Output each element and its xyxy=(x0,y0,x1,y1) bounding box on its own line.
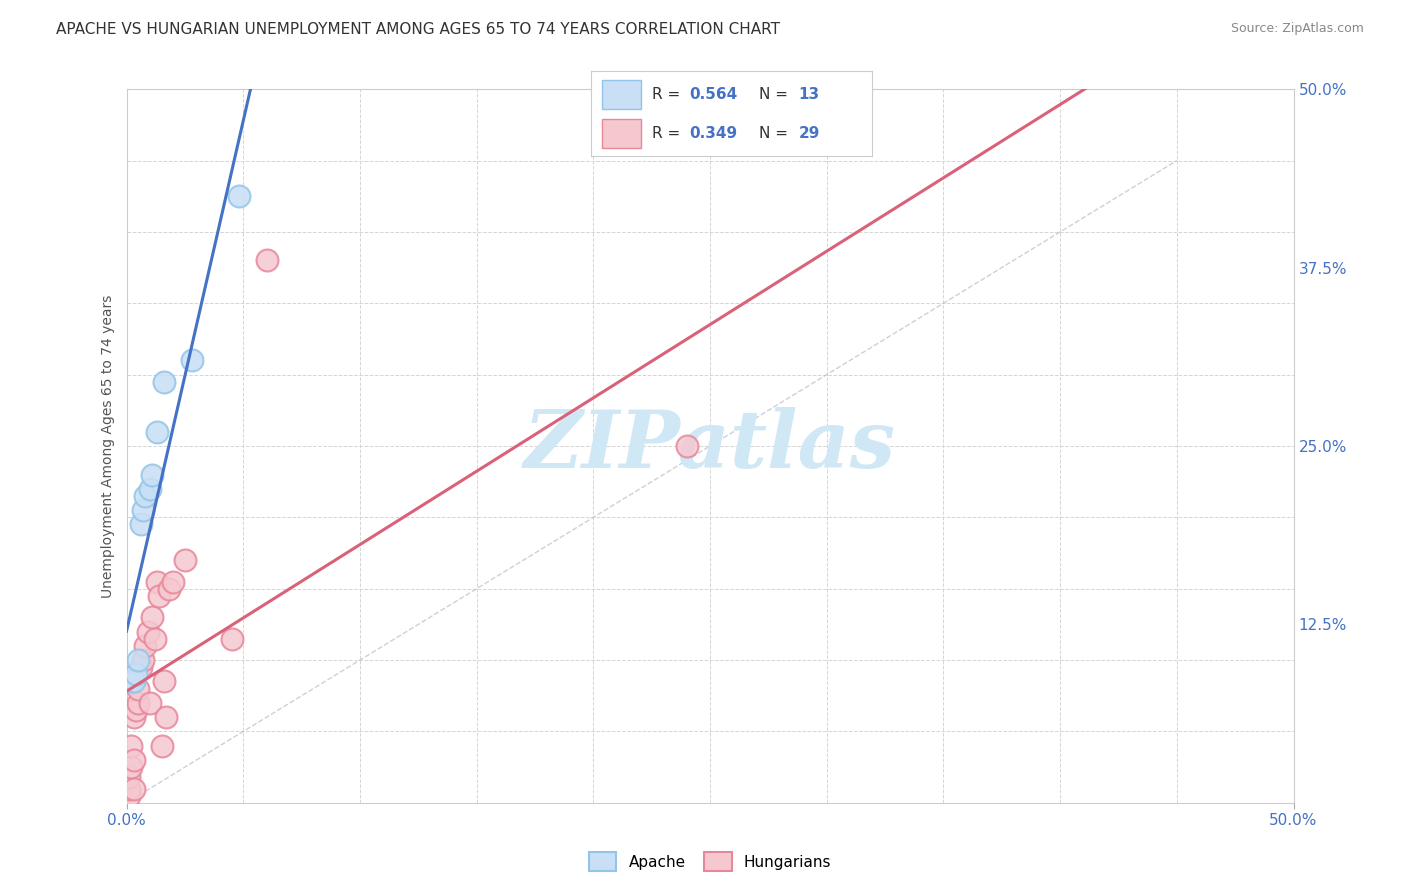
Point xyxy=(125,703,148,717)
Y-axis label: Unemployment Among Ages 65 to 74 years: Unemployment Among Ages 65 to 74 years xyxy=(101,294,115,598)
Point xyxy=(221,632,243,646)
Text: 13: 13 xyxy=(799,87,820,102)
Text: ZIPatlas: ZIPatlas xyxy=(524,408,896,484)
Point xyxy=(134,489,156,503)
Point xyxy=(256,253,278,268)
Point xyxy=(153,375,176,389)
Point xyxy=(129,660,152,674)
Point xyxy=(146,425,169,439)
Point xyxy=(132,653,155,667)
Text: N =: N = xyxy=(759,87,793,102)
Text: N =: N = xyxy=(759,126,793,141)
Point xyxy=(150,739,173,753)
Point xyxy=(155,710,177,724)
Point xyxy=(180,353,202,368)
Point xyxy=(143,632,166,646)
Point xyxy=(136,624,159,639)
Text: R =: R = xyxy=(652,87,686,102)
Text: 29: 29 xyxy=(799,126,820,141)
Point xyxy=(146,574,169,589)
Point xyxy=(141,467,163,482)
Point xyxy=(125,667,148,681)
Point xyxy=(122,781,145,796)
Point xyxy=(120,674,142,689)
Point xyxy=(134,639,156,653)
Point xyxy=(122,710,145,724)
Point xyxy=(141,610,163,624)
Point xyxy=(122,753,145,767)
Legend: Apache, Hungarians: Apache, Hungarians xyxy=(582,847,838,877)
FancyBboxPatch shape xyxy=(602,80,641,109)
Point xyxy=(122,674,145,689)
Point xyxy=(118,789,141,803)
Text: Source: ZipAtlas.com: Source: ZipAtlas.com xyxy=(1230,22,1364,36)
Point xyxy=(157,582,180,596)
Point xyxy=(129,517,152,532)
Point xyxy=(127,696,149,710)
Point xyxy=(120,760,142,774)
Point xyxy=(127,681,149,696)
Point xyxy=(118,770,141,784)
Point xyxy=(148,589,170,603)
Text: APACHE VS HUNGARIAN UNEMPLOYMENT AMONG AGES 65 TO 74 YEARS CORRELATION CHART: APACHE VS HUNGARIAN UNEMPLOYMENT AMONG A… xyxy=(56,22,780,37)
FancyBboxPatch shape xyxy=(602,119,641,147)
Point xyxy=(120,739,142,753)
Point xyxy=(139,696,162,710)
Text: 0.564: 0.564 xyxy=(689,87,737,102)
Point xyxy=(162,574,184,589)
Point xyxy=(153,674,176,689)
Point xyxy=(228,189,250,203)
Point xyxy=(118,781,141,796)
Text: 0.349: 0.349 xyxy=(689,126,737,141)
Point xyxy=(675,439,697,453)
Point xyxy=(132,503,155,517)
Text: R =: R = xyxy=(652,126,686,141)
Point xyxy=(127,653,149,667)
Point xyxy=(174,553,197,567)
Point xyxy=(139,482,162,496)
